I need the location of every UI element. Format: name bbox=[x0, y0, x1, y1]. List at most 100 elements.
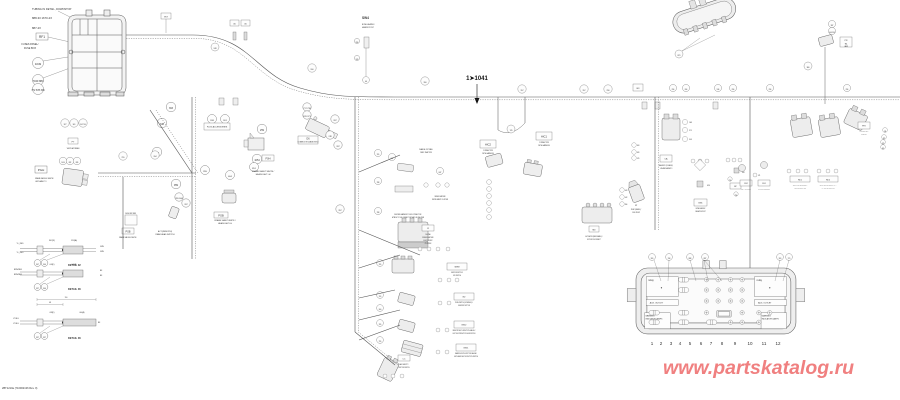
svg-text:770: 770 bbox=[788, 258, 791, 260]
svg-text:TUBING IN DETAIL, DOWNSTOP: TUBING IN DETAIL, DOWNSTOP bbox=[32, 7, 72, 11]
svg-text:HEATER POST: HEATER POST bbox=[362, 26, 374, 29]
svg-text:FUSE BOX: FUSE BOX bbox=[861, 134, 867, 136]
svg-text:071: 071 bbox=[758, 175, 761, 177]
svg-text:342(F): 342(F) bbox=[49, 240, 55, 242]
svg-text:266: 266 bbox=[685, 89, 688, 91]
svg-text:1➤1041: 1➤1041 bbox=[466, 75, 488, 82]
svg-text:AUX. OUTLET: AUX. OUTLET bbox=[650, 302, 664, 305]
svg-text:745: 745 bbox=[510, 130, 513, 132]
svg-text:1054: 1054 bbox=[254, 159, 260, 162]
svg-text:04(F): 04(F) bbox=[50, 264, 55, 266]
svg-text:PGB: PGB bbox=[125, 231, 130, 234]
svg-text:401: 401 bbox=[882, 148, 885, 150]
svg-text:380: 380 bbox=[807, 67, 810, 69]
svg-text:1054 882 889: 1054 882 889 bbox=[125, 213, 136, 215]
svg-text:1054: 1054 bbox=[61, 162, 65, 164]
svg-text:153(A): 153(A) bbox=[71, 239, 77, 242]
svg-text:843: 843 bbox=[637, 152, 640, 154]
svg-text:788: 788 bbox=[377, 212, 380, 214]
svg-text:710: 710 bbox=[729, 180, 732, 182]
svg-text:044 994: 044 994 bbox=[829, 32, 835, 34]
svg-text:296: 296 bbox=[769, 89, 772, 91]
svg-text:KEY SWITCH: KEY SWITCH bbox=[453, 275, 461, 277]
svg-text:IGNITION SWITCH: IGNITION SWITCH bbox=[398, 367, 409, 369]
svg-text:708: 708 bbox=[668, 258, 671, 260]
svg-text:DETAIL 36: DETAIL 36 bbox=[68, 287, 81, 291]
svg-text:876 371: 876 371 bbox=[303, 116, 311, 118]
svg-text:847: 847 bbox=[439, 172, 442, 174]
svg-text:1049: 1049 bbox=[35, 62, 42, 66]
svg-text:756: 756 bbox=[735, 195, 738, 197]
svg-text:765: 765 bbox=[379, 296, 382, 298]
svg-text:SS1: SS1 bbox=[762, 183, 765, 185]
svg-text:AUX. OUTLET: AUX. OUTLET bbox=[758, 302, 772, 305]
svg-text:264: 264 bbox=[154, 156, 157, 158]
svg-text:337: 337 bbox=[36, 288, 39, 290]
svg-text:399: 399 bbox=[779, 258, 782, 260]
svg-text:387: 387 bbox=[831, 25, 834, 27]
svg-text:337: 337 bbox=[43, 337, 46, 339]
svg-text:296: 296 bbox=[672, 89, 675, 91]
svg-text:624: 624 bbox=[742, 172, 745, 174]
svg-text:34.9: 34.9 bbox=[689, 139, 692, 141]
svg-text:48: 48 bbox=[49, 302, 51, 304]
svg-text:344: 344 bbox=[43, 264, 46, 266]
svg-text:327: 327 bbox=[64, 124, 67, 126]
svg-text:399: 399 bbox=[651, 258, 654, 260]
svg-text:HEADLIGHT LH: HEADLIGHT LH bbox=[256, 173, 271, 176]
svg-text:F0H: F0H bbox=[266, 157, 271, 161]
svg-text:04: 04 bbox=[365, 81, 367, 83]
svg-text:390: 390 bbox=[424, 82, 427, 84]
svg-text:357: 357 bbox=[521, 90, 524, 92]
svg-text:DESCENT BUTTON: DESCENT BUTTON bbox=[458, 305, 470, 307]
svg-text:CONNECTOR: CONNECTOR bbox=[539, 142, 550, 144]
svg-text:795: 795 bbox=[379, 341, 382, 343]
svg-text:YL_RED: YL_RED bbox=[17, 252, 25, 254]
svg-text:INDICATOR LAMPS: INDICATOR LAMPS bbox=[762, 317, 780, 320]
svg-text:SPEEDOMETER /: SPEEDOMETER / bbox=[422, 237, 434, 239]
svg-text:MG2: MG2 bbox=[462, 325, 468, 327]
svg-text:888: 888 bbox=[689, 258, 692, 260]
svg-text:788: 788 bbox=[377, 182, 380, 184]
svg-text:10: 10 bbox=[747, 341, 753, 346]
svg-text:896: 896 bbox=[625, 204, 628, 206]
svg-text:355 844: 355 844 bbox=[175, 198, 183, 200]
svg-text:HEADLIGHT LH: HEADLIGHT LH bbox=[218, 222, 232, 225]
svg-text:929: 929 bbox=[356, 59, 359, 61]
svg-text:relay: relay bbox=[648, 279, 654, 282]
svg-text:882: 882 bbox=[69, 162, 72, 164]
svg-text:7040 884: 7040 884 bbox=[33, 79, 44, 83]
svg-text:HIC1: HIC1 bbox=[541, 135, 547, 139]
svg-text:765: 765 bbox=[379, 264, 382, 266]
svg-text:08(F): 08(F) bbox=[50, 312, 55, 314]
svg-text:IGNITION SWITCH /: IGNITION SWITCH / bbox=[451, 272, 464, 274]
svg-text:889: 889 bbox=[76, 162, 79, 164]
svg-text:FUSES PANEL/: FUSES PANEL/ bbox=[22, 43, 39, 46]
svg-text:624: 624 bbox=[707, 185, 710, 187]
svg-text:POB: POB bbox=[218, 214, 224, 218]
svg-text:765: 765 bbox=[379, 324, 382, 326]
svg-text:344: 344 bbox=[43, 288, 46, 290]
svg-text:CLUSTER: CLUSTER bbox=[425, 243, 432, 245]
svg-text:37.5: 37.5 bbox=[689, 130, 692, 132]
svg-text:www.partskatalog.ru: www.partskatalog.ru bbox=[663, 357, 854, 379]
svg-text:717 738: 717 738 bbox=[303, 108, 311, 110]
svg-text:FUSE BOX(ES) /: FUSE BOX(ES) / bbox=[859, 131, 869, 133]
svg-text:772 878 346: 772 878 346 bbox=[31, 89, 45, 92]
svg-text:337: 337 bbox=[36, 337, 39, 339]
svg-text:BONE HEATED/: BONE HEATED/ bbox=[362, 23, 375, 26]
svg-text:110: 110 bbox=[65, 297, 68, 299]
svg-text:296: 296 bbox=[607, 90, 610, 92]
svg-text:8D: 8D bbox=[463, 297, 466, 299]
svg-text:11: 11 bbox=[762, 341, 767, 346]
svg-text:887: 887 bbox=[704, 258, 707, 260]
svg-text:HIC2: HIC2 bbox=[485, 143, 491, 147]
svg-text:442: 442 bbox=[625, 197, 628, 199]
svg-text:443: 443 bbox=[625, 190, 628, 192]
svg-text:536: 536 bbox=[717, 89, 720, 91]
svg-text:765: 765 bbox=[377, 154, 380, 156]
svg-text:296: 296 bbox=[846, 89, 849, 91]
svg-text:SW4: SW4 bbox=[362, 16, 369, 20]
svg-text:887-2X: 887-2X bbox=[32, 26, 41, 30]
svg-text:990: 990 bbox=[311, 69, 314, 71]
